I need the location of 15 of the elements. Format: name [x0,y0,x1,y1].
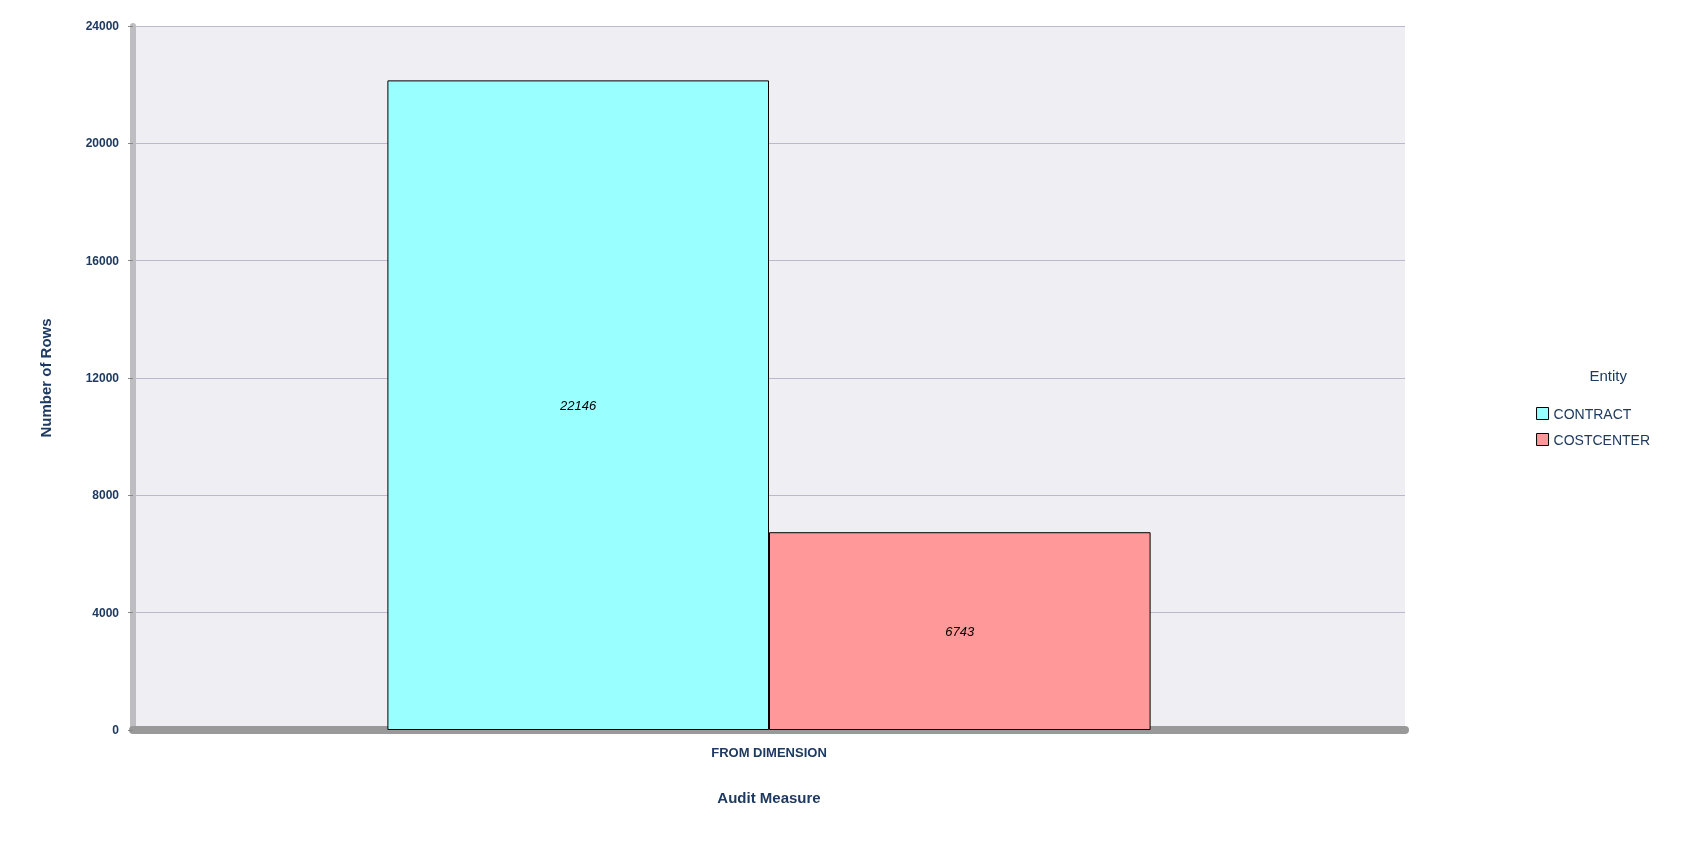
y-tick-label: 24000 [85,19,120,33]
legend-label: COSTCENTER [1553,431,1650,448]
legend-label: CONTRACT [1553,405,1632,422]
data-label: 22146 [559,397,598,413]
data-label: 6743 [945,623,976,639]
y-tick-label: 8000 [92,488,120,503]
legend-title: Entity [1589,367,1628,384]
y-tick-label: 0 [112,723,120,737]
y-tick-label: 12000 [85,371,120,385]
x-tick-label: FROM DIMENSION [711,745,827,760]
y-tick-label: 16000 [85,253,120,268]
y-axis-title: Number of Rows [37,318,54,438]
y-tick-label: 20000 [85,136,120,151]
x-axis-title: Audit Measure [717,789,821,806]
y-tick-label: 4000 [92,605,120,620]
